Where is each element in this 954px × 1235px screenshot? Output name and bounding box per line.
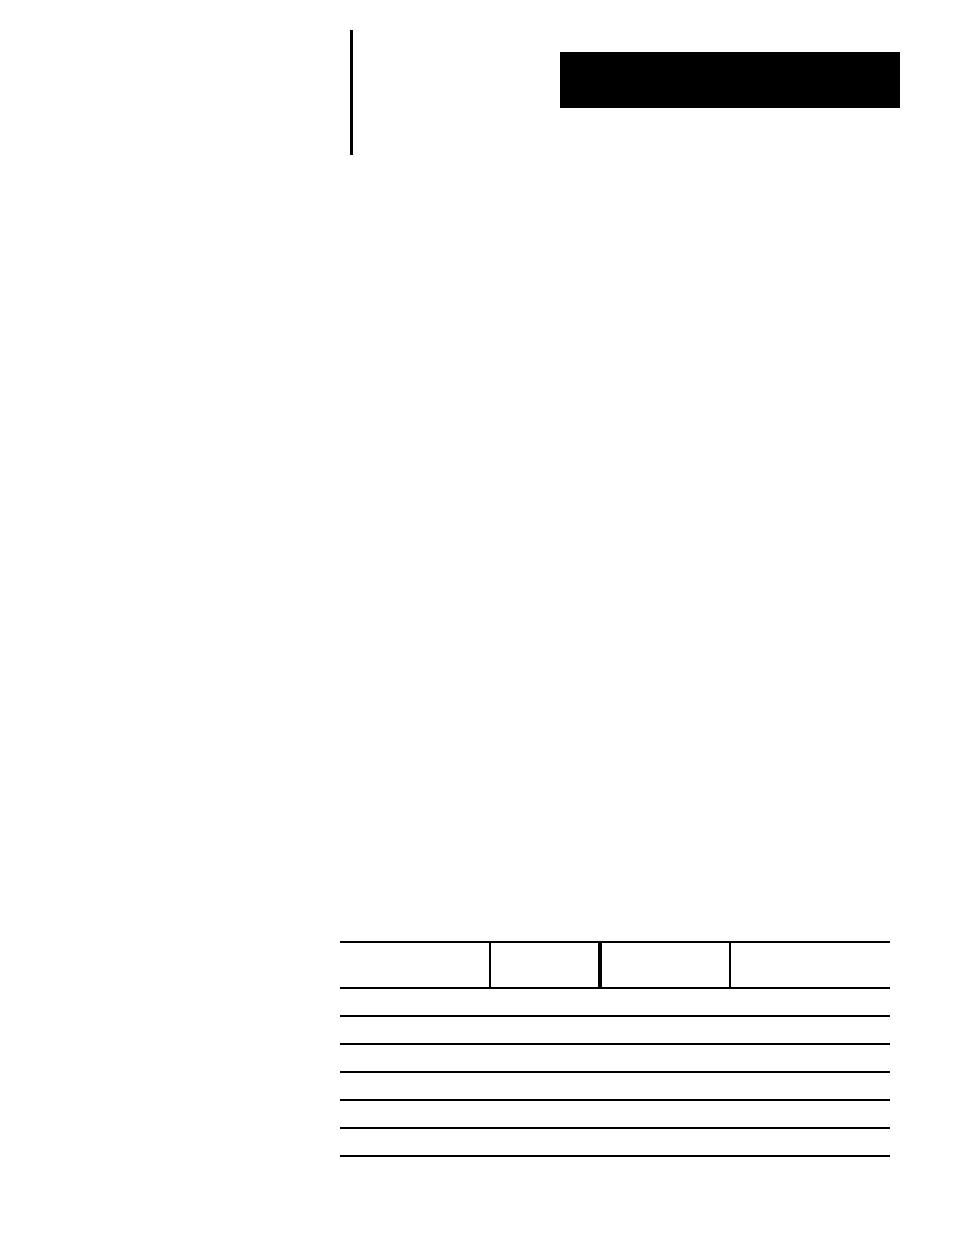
table-cell [730, 988, 890, 1016]
table-row [340, 942, 890, 988]
table-header-cell [730, 942, 890, 988]
table-cell [600, 1072, 730, 1100]
table-cell [340, 1100, 490, 1128]
table-cell [340, 988, 490, 1016]
table-cell [490, 1044, 600, 1072]
table-cell [490, 1100, 600, 1128]
table-row [340, 1072, 890, 1100]
table-cell [490, 1128, 600, 1156]
table-header-cell [600, 942, 730, 988]
table-cell [600, 1016, 730, 1044]
data-table [340, 941, 890, 1157]
header-vertical-divider [350, 30, 353, 155]
table-row [340, 1100, 890, 1128]
table-cell [600, 988, 730, 1016]
table-cell [490, 988, 600, 1016]
table-cell [340, 1072, 490, 1100]
table-row [340, 1044, 890, 1072]
table-cell [730, 1044, 890, 1072]
table-cell [600, 1044, 730, 1072]
table-cell [340, 1044, 490, 1072]
table-cell [600, 1128, 730, 1156]
table-cell [730, 1016, 890, 1044]
table-cell [730, 1072, 890, 1100]
table-cell [490, 1016, 600, 1044]
table-row [340, 988, 890, 1016]
header-black-block [560, 52, 900, 108]
table-cell [730, 1128, 890, 1156]
table-header-cell [490, 942, 600, 988]
table-cell [600, 1100, 730, 1128]
table-row [340, 1128, 890, 1156]
table-row [340, 1016, 890, 1044]
table-cell [730, 1100, 890, 1128]
table-cell [340, 1128, 490, 1156]
table-header-cell [340, 942, 490, 988]
table-cell [490, 1072, 600, 1100]
document-page [0, 0, 954, 1235]
table-cell [340, 1016, 490, 1044]
